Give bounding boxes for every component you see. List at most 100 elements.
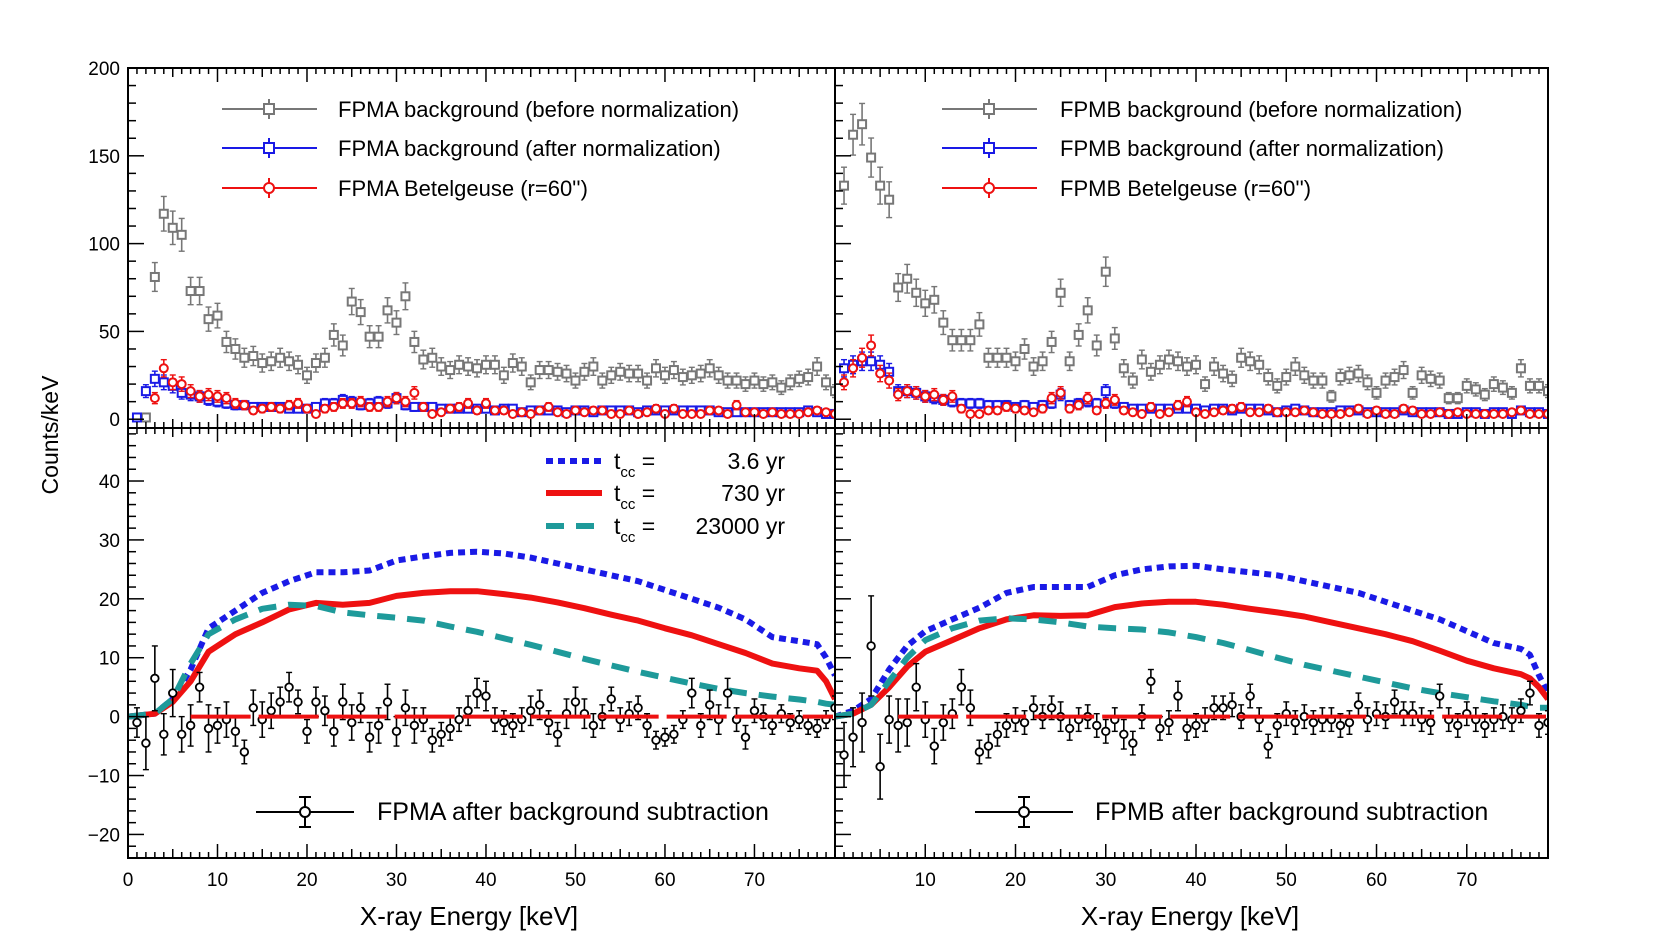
data-point: [1064, 356, 1075, 367]
data-point: [507, 358, 518, 369]
data-point: [1109, 394, 1120, 405]
y-axis-label: Counts/keV: [37, 375, 63, 495]
data-point: [311, 697, 321, 707]
legend-top-right: FPMB background (before normalization) F…: [942, 97, 1462, 201]
legend-marker-fpmb-after: [942, 138, 1037, 158]
data-point: [830, 386, 835, 397]
data-point: [1236, 401, 1247, 412]
data-point: [194, 682, 205, 692]
data-point: [920, 298, 931, 309]
data-point: [194, 286, 205, 297]
data-point: [463, 361, 474, 372]
model-curve: [835, 598, 1548, 720]
data-point: [552, 729, 563, 740]
data-point: [965, 398, 976, 409]
data-point: [185, 386, 196, 397]
data-point: [373, 331, 384, 342]
data-point: [489, 359, 500, 370]
x-tick-label: 40: [475, 870, 496, 891]
data-point: [301, 403, 312, 414]
data-point: [132, 717, 142, 728]
data-point: [740, 379, 751, 390]
data-point: [275, 352, 286, 363]
data-point: [866, 340, 877, 351]
data-point: [983, 352, 994, 363]
data-point: [1055, 287, 1066, 298]
data-point: [552, 366, 563, 377]
data-point: [803, 372, 814, 383]
data-point: [131, 412, 142, 423]
data-point: [983, 405, 994, 416]
legend-marker-fpma-betelgeuse: [222, 178, 317, 198]
legend-label-fpmb-subtracted: FPMB after background subtraction: [1095, 798, 1488, 826]
data-point: [965, 408, 976, 419]
data-point: [776, 382, 787, 393]
data-point: [543, 717, 554, 728]
data-point: [167, 377, 178, 388]
data-point: [1173, 691, 1183, 701]
data-point: [1371, 387, 1382, 398]
data-point: [445, 723, 455, 734]
data-point: [1046, 393, 1057, 404]
data-point: [615, 408, 626, 419]
data-point: [1398, 403, 1409, 414]
data-point: [1344, 407, 1355, 418]
data-point: [839, 180, 850, 191]
data-point: [624, 405, 635, 416]
data-point: [1389, 697, 1400, 707]
data-point: [722, 375, 733, 386]
data-point: [525, 377, 536, 388]
data-point: [212, 310, 223, 321]
data-point: [257, 358, 268, 369]
data-point: [355, 307, 366, 318]
data-point: [1064, 723, 1075, 734]
legend-label-fpmb-betelgeuse: FPMB Betelgeuse (r=60''): [1060, 176, 1311, 201]
data-point: [1028, 703, 1039, 713]
data-point: [1191, 359, 1202, 370]
data-point: [319, 403, 330, 414]
data-point: [1218, 405, 1229, 416]
data-point: [203, 314, 214, 325]
data-point: [1443, 393, 1454, 404]
data-point: [445, 403, 456, 414]
x-tick-label: 50: [565, 870, 586, 891]
data-point: [1100, 398, 1111, 409]
data-point: [1488, 408, 1499, 419]
data-point: [508, 720, 518, 731]
data-point: [1362, 408, 1373, 419]
data-point: [1091, 340, 1102, 351]
series-fpmb-after-background-subtraction: [839, 595, 1548, 800]
data-point: [1362, 377, 1373, 388]
data-point: [1272, 407, 1283, 418]
data-point: [212, 391, 223, 402]
data-point: [158, 377, 169, 388]
data-point: [1001, 401, 1012, 412]
data-point: [1470, 384, 1481, 395]
data-point: [364, 401, 375, 412]
panel-top-right-fpmb-background: [839, 102, 1548, 419]
data-point: [1488, 379, 1499, 390]
y-tick-label: 150: [88, 147, 120, 168]
legend-fpmb-subtracted: [975, 796, 1073, 828]
panel-frame: [834, 427, 1549, 859]
data-point: [1272, 720, 1282, 731]
data-point: [669, 729, 679, 740]
data-point: [579, 407, 590, 418]
legend-label-fpma-after: FPMA background (after normalization): [338, 136, 721, 161]
data-point: [1245, 356, 1256, 367]
axes-layer: 0 10 20 30 40 50 60 70 10 20 30 40 50 60 7020015010050…: [88, 59, 1549, 891]
data-point: [149, 373, 160, 384]
data-point: [785, 717, 795, 728]
data-point: [409, 720, 420, 731]
data-point: [176, 229, 187, 240]
data-point: [1001, 352, 1012, 363]
data-point: [597, 375, 608, 386]
data-point: [516, 361, 527, 372]
plot-area: [839, 102, 1548, 419]
data-point: [248, 703, 258, 713]
data-point: [230, 343, 241, 354]
data-point: [588, 405, 599, 416]
data-point: [1172, 356, 1183, 367]
data-point: [651, 735, 661, 745]
